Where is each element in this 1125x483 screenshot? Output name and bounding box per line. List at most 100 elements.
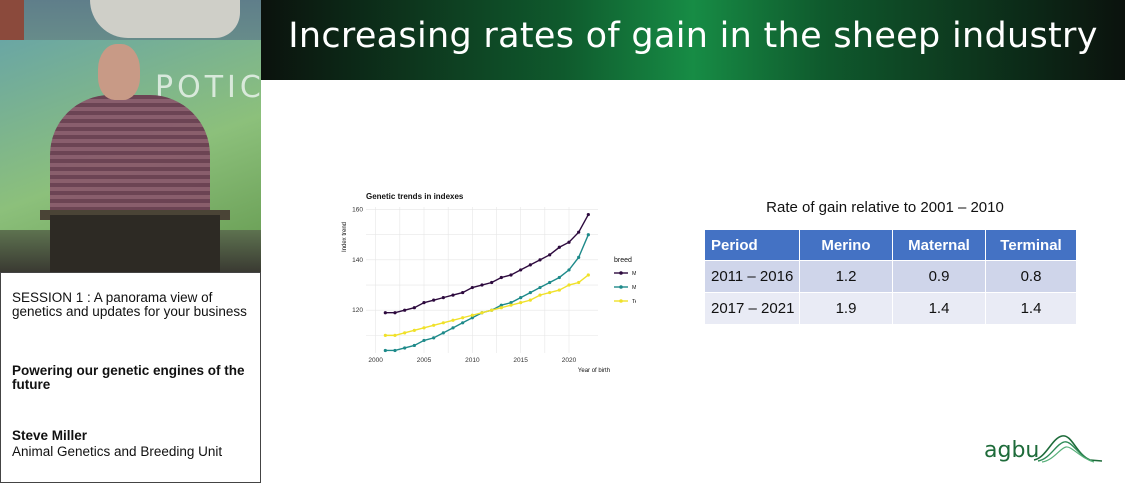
data-point-maternal [451, 326, 455, 330]
cell-period: 2017 – 2021 [704, 292, 800, 325]
session-info-panel: SESSION 1 : A panorama view of genetics … [0, 272, 261, 483]
data-point-terminal [519, 301, 523, 305]
legend-label: Merino [632, 271, 636, 277]
header-period: Period [704, 229, 800, 261]
talk-title: Powering our genetic engines of the futu… [12, 363, 245, 392]
data-point-maternal [470, 316, 474, 320]
data-point-terminal [567, 283, 571, 287]
data-point-maternal [403, 346, 407, 350]
data-point-merino [480, 283, 484, 287]
data-point-terminal [586, 273, 590, 277]
chart-xlabel: Year of birth [578, 368, 610, 374]
data-point-terminal [490, 308, 494, 312]
header-merino: Merino [799, 229, 893, 261]
data-point-terminal [393, 333, 397, 337]
data-point-maternal [557, 275, 561, 280]
logo-mountains-icon [1033, 435, 1103, 463]
data-point-maternal [432, 336, 436, 340]
legend-title: breed [614, 257, 632, 264]
data-point-terminal [383, 333, 387, 337]
slide-header: Increasing rates of gain in the sheep in… [261, 0, 1125, 80]
data-point-maternal [538, 285, 542, 290]
cell-terminal: 1.4 [985, 292, 1077, 325]
data-point-terminal [451, 318, 455, 322]
data-point-maternal [393, 348, 397, 353]
speaker-name: Steve Miller [12, 428, 88, 443]
data-point-maternal [441, 331, 445, 335]
x-tick-label: 2015 [513, 357, 528, 364]
data-point-terminal [412, 328, 416, 332]
slide-title: Increasing rates of gain in the sheep in… [288, 16, 1098, 56]
series-line-merino [385, 214, 589, 314]
data-point-merino [499, 275, 503, 280]
data-point-merino [451, 293, 455, 297]
data-point-terminal [480, 311, 484, 315]
sheep-photo [90, 0, 240, 38]
header-terminal: Terminal [985, 229, 1077, 261]
data-point-merino [557, 245, 561, 249]
presentation-slide: Increasing rates of gain in the sheep in… [261, 0, 1125, 483]
cell-terminal: 0.8 [985, 260, 1077, 293]
cell-merino: 1.2 [799, 260, 893, 293]
data-point-maternal [422, 338, 426, 343]
data-point-terminal [422, 326, 426, 330]
data-point-terminal [577, 280, 581, 285]
data-point-maternal [461, 321, 465, 325]
data-point-merino [461, 290, 465, 295]
data-point-terminal [441, 321, 445, 325]
data-point-terminal [548, 290, 552, 295]
data-point-merino [586, 212, 590, 217]
genetic-trends-chart: Genetic trends in indexes Index trend Ye… [342, 192, 636, 374]
data-point-maternal [412, 343, 416, 348]
table-caption: Rate of gain relative to 2001 – 2010 [766, 199, 1004, 216]
legend-label: Maternal [632, 285, 636, 291]
data-point-maternal [383, 348, 387, 353]
data-point-merino [528, 263, 532, 267]
header-maternal: Maternal [892, 229, 986, 261]
data-point-merino [509, 273, 513, 277]
table-header-row: Period Merino Maternal Terminal [704, 229, 1077, 261]
x-tick-label: 2000 [368, 357, 383, 364]
chart-title: Genetic trends in indexes [366, 192, 464, 201]
data-point-terminal [528, 298, 532, 302]
data-point-merino [412, 306, 416, 310]
y-tick-label: 140 [352, 257, 363, 264]
table-row: 2011 – 2016 1.2 0.9 0.8 [704, 260, 1077, 293]
rate-of-gain-table: Period Merino Maternal Terminal 2011 – 2… [704, 229, 1077, 325]
data-point-maternal [548, 280, 552, 285]
data-point-merino [470, 285, 474, 290]
data-point-maternal [567, 268, 571, 272]
cell-maternal: 0.9 [892, 260, 986, 293]
data-point-merino [548, 253, 552, 257]
cell-period: 2011 – 2016 [704, 260, 800, 293]
data-point-merino [441, 296, 445, 300]
data-point-merino [490, 280, 494, 285]
legend-swatch-dot [619, 299, 623, 303]
data-point-terminal [509, 303, 513, 307]
data-point-merino [393, 311, 397, 315]
data-point-merino [567, 240, 571, 244]
x-tick-label: 2020 [562, 357, 577, 364]
podium [50, 215, 220, 272]
data-point-maternal [499, 303, 503, 307]
data-point-merino [403, 308, 407, 312]
data-point-maternal [586, 233, 590, 237]
data-point-terminal [538, 293, 542, 297]
cell-maternal: 1.4 [892, 292, 986, 325]
data-point-terminal [557, 288, 561, 292]
x-tick-label: 2005 [417, 357, 432, 364]
data-point-maternal [519, 296, 523, 300]
x-tick-label: 2010 [465, 357, 480, 364]
session-title: SESSION 1 : A panorama view of genetics … [12, 290, 247, 319]
data-point-merino [422, 301, 426, 305]
data-point-maternal [577, 255, 581, 259]
data-point-merino [432, 298, 436, 302]
data-point-merino [577, 230, 581, 234]
plot-area [366, 207, 598, 353]
legend-label: Terminal [632, 299, 636, 305]
speaker-affiliation: Animal Genetics and Breeding Unit [12, 444, 223, 459]
data-point-terminal [461, 316, 465, 320]
data-point-merino [538, 258, 542, 262]
cell-merino: 1.9 [799, 292, 893, 325]
